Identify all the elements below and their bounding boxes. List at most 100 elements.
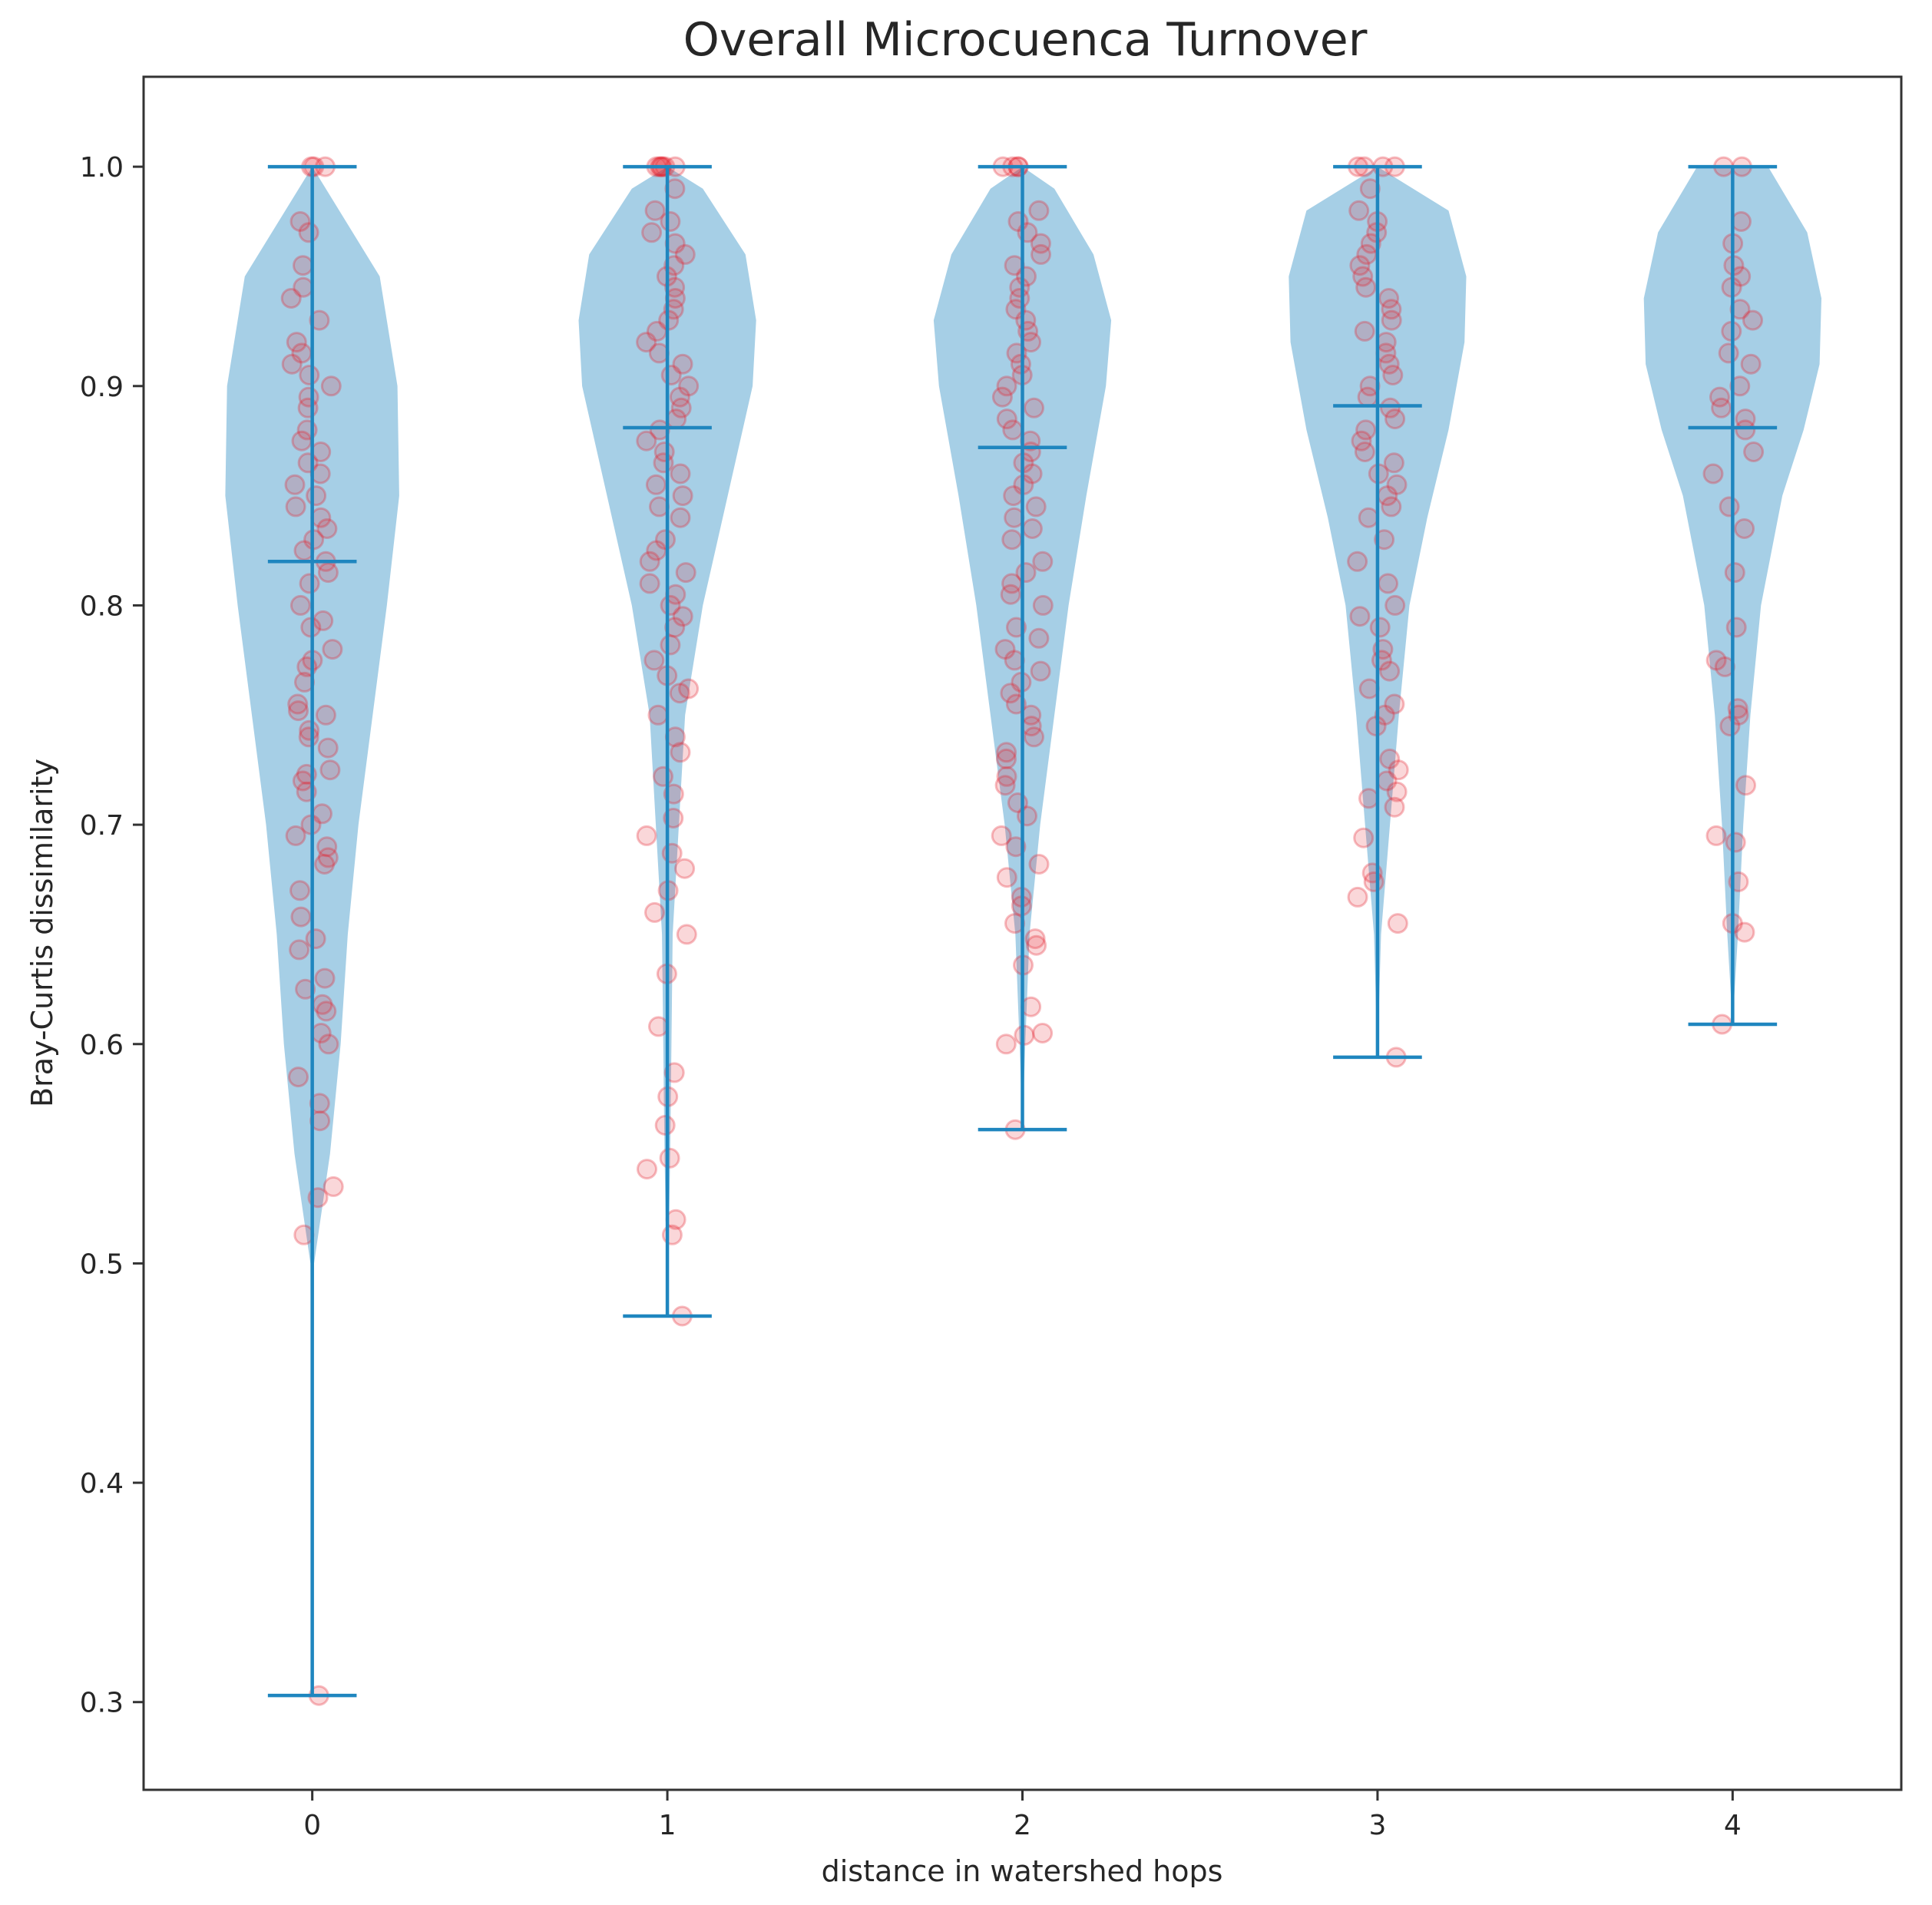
data-point [996, 748, 1017, 769]
data-point [315, 704, 336, 726]
violin-group-0 [225, 156, 399, 1706]
data-point [285, 825, 306, 846]
data-point [663, 255, 685, 276]
data-point [664, 276, 686, 298]
data-point [1388, 759, 1409, 781]
data-point [1705, 825, 1727, 846]
data-point [310, 507, 332, 528]
data-point [1030, 660, 1051, 682]
data-point [1005, 299, 1027, 320]
violin-group-3 [1289, 156, 1467, 1068]
data-point [1379, 660, 1401, 682]
data-point [1358, 788, 1379, 809]
data-point [306, 485, 327, 507]
data-point [1384, 408, 1406, 430]
data-point [660, 634, 681, 656]
data-point [1719, 496, 1740, 518]
x-tick-label: 0 [303, 1810, 321, 1841]
data-point [1359, 178, 1381, 200]
data-point [994, 775, 1016, 796]
data-point [655, 529, 676, 551]
data-point [1702, 463, 1724, 485]
data-point [1032, 1023, 1054, 1043]
data-point [316, 836, 338, 858]
data-point [1025, 496, 1047, 518]
data-point [665, 1209, 686, 1230]
data-point [312, 994, 333, 1015]
data-point [1725, 617, 1747, 638]
y-tick-label: 0.9 [80, 372, 124, 403]
data-point [289, 211, 311, 232]
data-point [1358, 678, 1380, 699]
data-point [670, 742, 691, 763]
data-point [286, 332, 307, 353]
data-point [672, 606, 693, 627]
data-point [1360, 233, 1381, 254]
y-tick-label: 0.3 [80, 1688, 124, 1719]
data-point [314, 967, 336, 989]
x-tick-label: 3 [1368, 1810, 1386, 1841]
data-point [639, 551, 660, 572]
data-point [288, 700, 309, 722]
y-tick-label: 1.0 [80, 152, 124, 184]
data-point [1001, 529, 1023, 551]
data-point [996, 766, 1017, 787]
data-point [318, 1034, 339, 1055]
data-point [314, 854, 336, 875]
data-point [672, 353, 693, 375]
data-point [1379, 748, 1401, 769]
data-point [1709, 386, 1730, 408]
data-point [1386, 781, 1408, 802]
data-point [664, 617, 686, 638]
data-point [299, 573, 320, 594]
data-point [1024, 726, 1044, 748]
data-point [1384, 594, 1406, 616]
data-point [1028, 627, 1050, 649]
data-point [1024, 397, 1044, 418]
data-point [1705, 650, 1727, 671]
data-point [639, 573, 660, 594]
data-point [319, 759, 341, 781]
data-point [1711, 397, 1732, 418]
data-point [305, 928, 326, 950]
data-point [1007, 792, 1028, 813]
data-point [310, 1023, 332, 1043]
data-point [1729, 375, 1751, 397]
data-point [317, 737, 339, 759]
data-point [1384, 796, 1405, 818]
data-point [299, 365, 320, 385]
data-point [295, 978, 316, 1000]
data-point [676, 924, 697, 945]
data-point [1735, 419, 1756, 441]
data-point [299, 719, 320, 741]
data-point [1032, 551, 1054, 572]
data-point [641, 222, 663, 243]
data-point [1348, 200, 1370, 221]
data-point [1353, 827, 1375, 848]
data-point [1380, 397, 1401, 418]
data-point [1729, 299, 1751, 320]
data-point [1386, 474, 1408, 495]
data-point [636, 430, 657, 451]
data-point [1032, 594, 1054, 616]
data-point [645, 474, 667, 495]
data-point [1374, 704, 1395, 726]
data-point [1740, 353, 1762, 375]
x-axis-label: distance in watershed hops [822, 1854, 1223, 1888]
data-point [287, 693, 309, 715]
y-axis: 0.3 0.4 0.5 0.6 0.7 0.8 0.9 1.0 [80, 152, 144, 1719]
data-point [1719, 716, 1741, 737]
data-point [996, 867, 1017, 888]
data-point [646, 540, 667, 561]
y-tick-label: 0.7 [80, 810, 124, 842]
data-point [663, 1062, 685, 1083]
x-tick-label: 1 [659, 1810, 677, 1841]
data-point [288, 1067, 309, 1088]
data-point [1007, 211, 1029, 232]
data-point [1015, 562, 1037, 584]
data-point [636, 332, 657, 353]
data-point [1349, 255, 1371, 276]
data-point [1021, 996, 1042, 1017]
x-axis: 0 1 2 3 4 [303, 1790, 1742, 1841]
data-point [996, 375, 1017, 397]
